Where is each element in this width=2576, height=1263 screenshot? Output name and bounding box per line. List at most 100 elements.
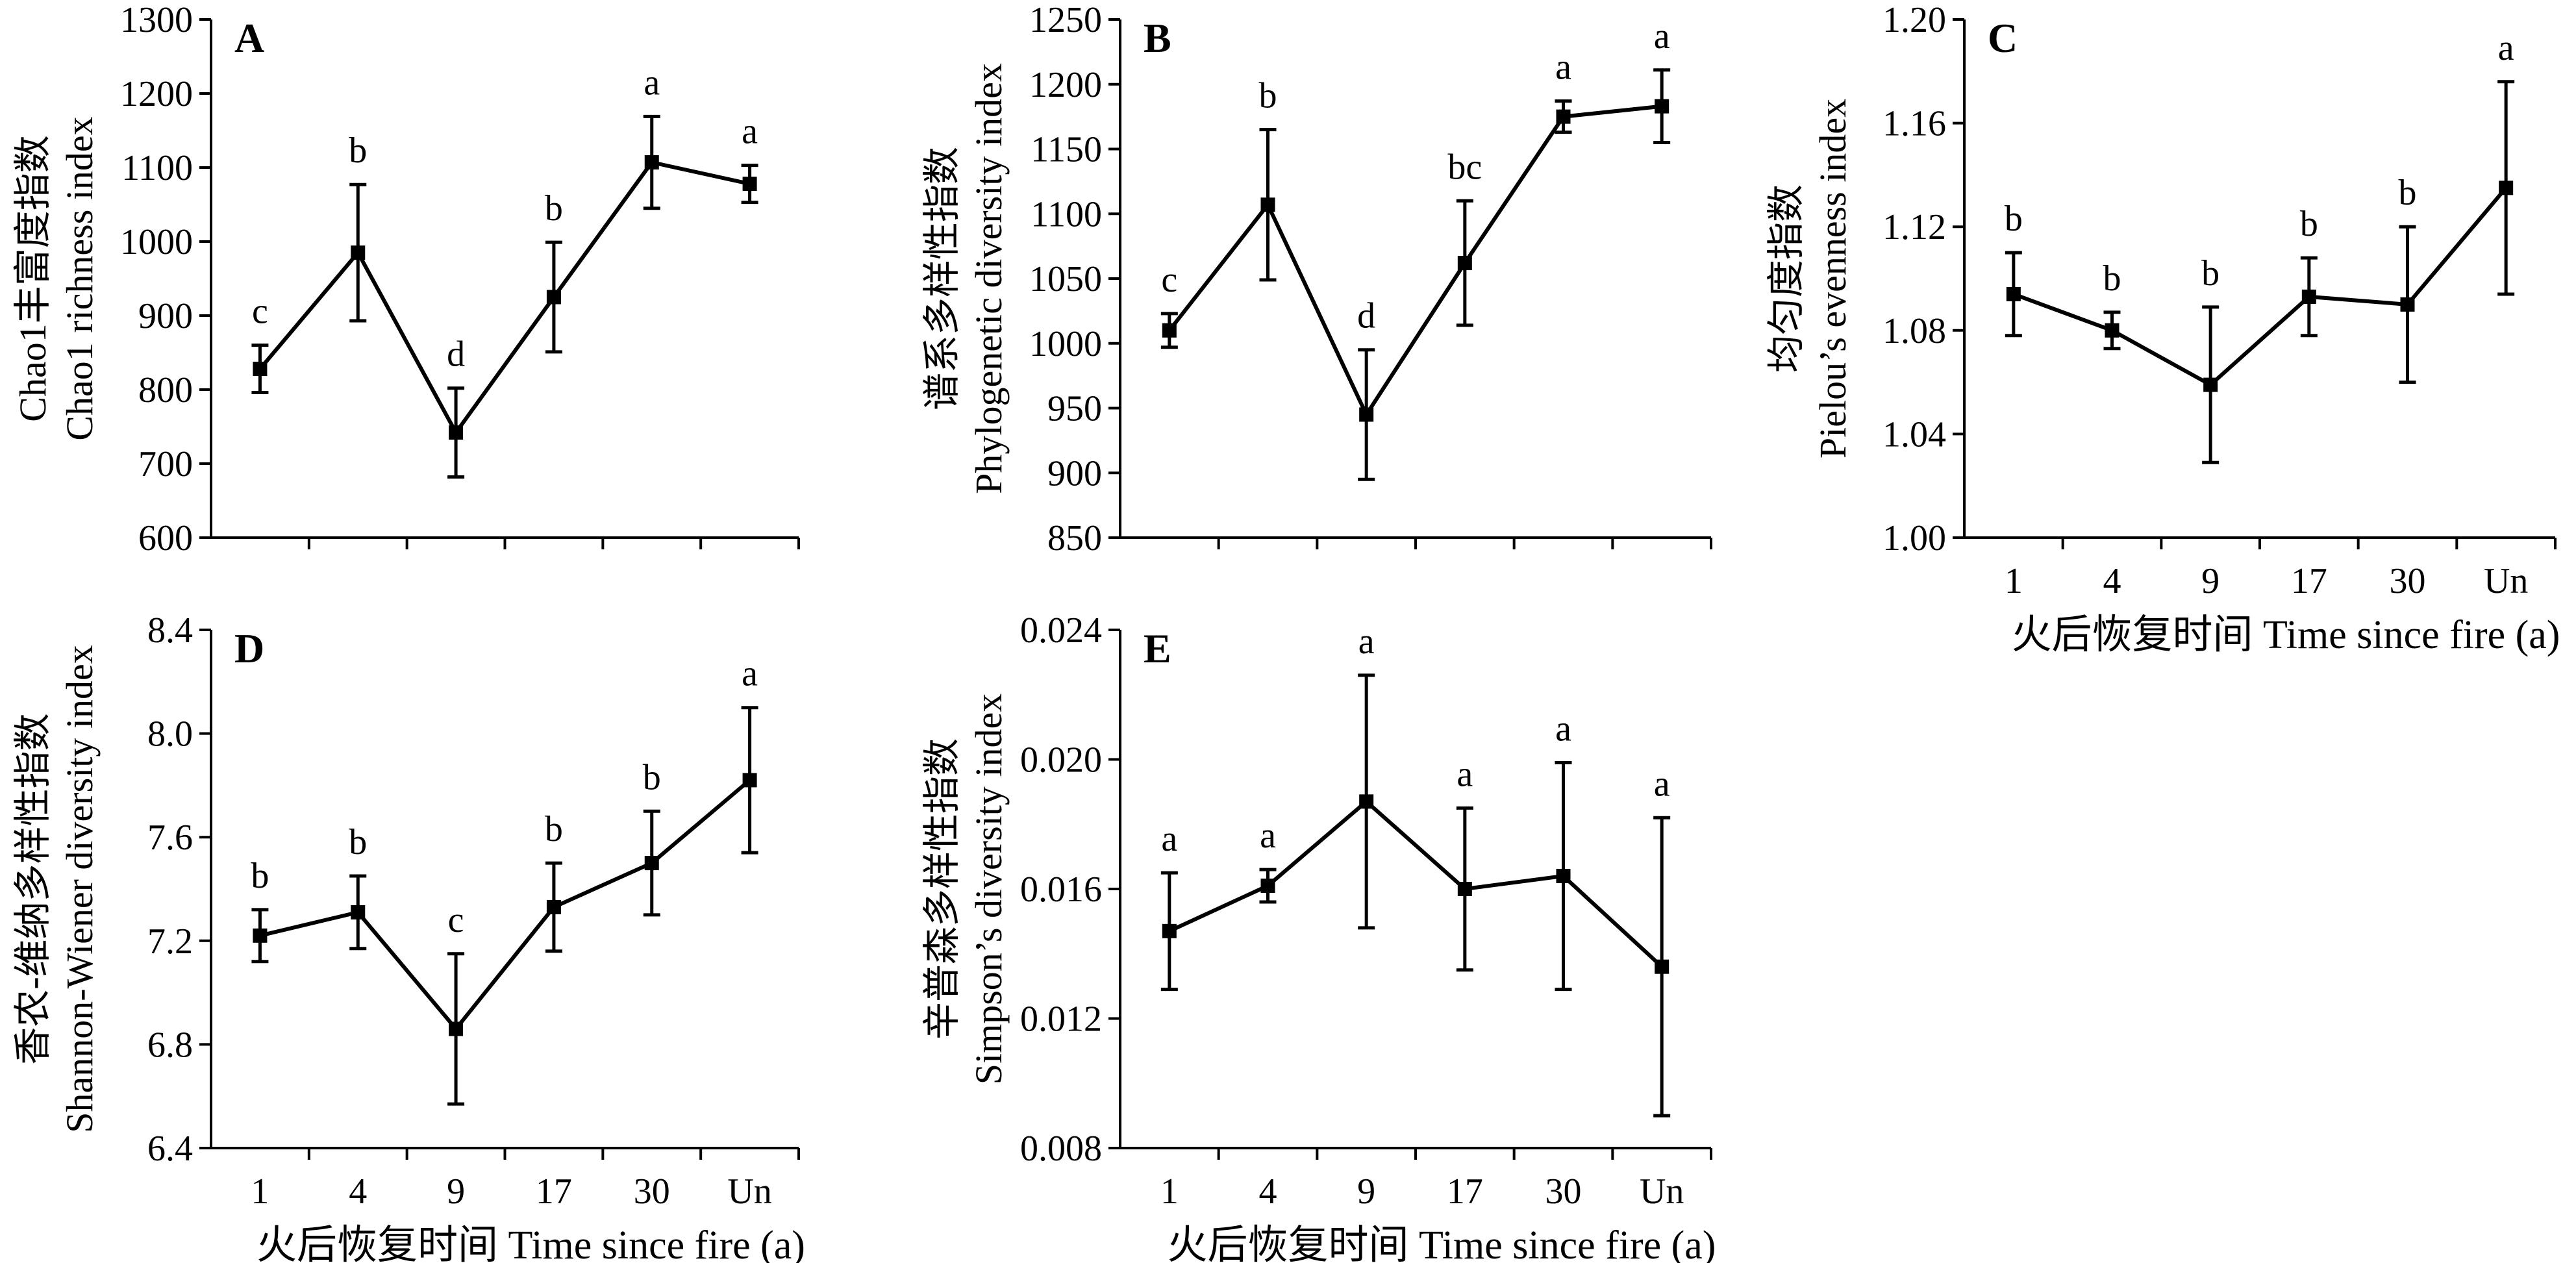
y-tick-label: 0.024 [1020,610,1102,651]
y-tick-label: 8.0 [147,714,193,755]
significance-letter: a [1260,816,1276,856]
data-point [253,928,268,943]
data-point [2400,297,2415,312]
significance-letter: b [545,188,563,229]
significance-letter: c [1161,260,1177,300]
significance-letter: c [252,292,268,332]
y-tick-label: 700 [138,444,193,484]
x-tick-label: 9 [447,1171,465,1212]
y-tick-label: 1300 [120,0,193,40]
y-axis-label: Chao1 richness index [58,116,101,440]
data-point [253,362,268,377]
panel-a: 600 700 800 900 1000 1100 1200 1300 A Chao1丰富度指数 C… [12,0,800,558]
y-tick-label: 1000 [1029,324,1102,364]
x-tick-label: 9 [1357,1171,1375,1212]
y-axis-label: Shannon-Wiener diversity index [58,645,101,1132]
y-tick-label: 600 [138,518,193,558]
y-axis-label: 香农-维纳多样性指数 [12,713,54,1064]
significance-letter: b [349,822,367,862]
y-axis-label: Chao1丰富度指数 [12,135,54,421]
x-tick-label: 9 [2201,561,2220,601]
significance-letter: a [1358,621,1375,662]
y-axis-label: Phylogenetic diversity index [968,63,1010,494]
data-point [1260,879,1275,894]
data-point [546,290,561,305]
significance-letter: d [1357,296,1375,336]
x-tick-label: 17 [1447,1171,1483,1212]
x-axis-title: 火后恢复时间 Time since fire (a) [256,1223,805,1263]
significance-letter: a [742,112,758,152]
series-line [1168,799,1664,968]
significance-letter: d [447,334,465,375]
series-line [258,160,751,436]
y-tick-label: 7.2 [147,921,193,962]
significance-letter: a [1457,754,1473,794]
x-tick-label: 1 [2005,561,2023,601]
x-tick-label: Un [2484,561,2528,601]
panel-letter: C [1988,15,2018,61]
data-point [2006,286,2021,301]
x-tick-label: 30 [1545,1171,1582,1212]
data-point [2499,181,2514,195]
x-tick-label: 17 [536,1171,572,1212]
significance-letter: a [644,62,660,103]
data-point [1162,323,1177,338]
y-tick-label: 1.04 [1882,414,1946,455]
significance-letter: b [2103,258,2121,299]
significance-letter: a [1555,47,1571,88]
x-tick-label: 17 [2291,561,2327,601]
data-point [1457,256,1472,271]
y-tick-label: 6.8 [147,1025,193,1065]
significance-letter: b [2201,253,2220,294]
data-point [644,856,659,871]
y-axis-label: 均匀度指数 [1765,184,1807,373]
x-tick-label: 4 [2103,561,2121,601]
x-axis-title: 火后恢复时间 Time since fire (a) [2012,613,2560,657]
data-point [2203,377,2218,392]
panel-d: 6.4 6.8 7.2 7.6 8.0 8.4 1 4 9 17 30 Un D 香农-维纳多样性指数 Sh… [12,610,805,1263]
y-axis-label: Pielou’s evenness index [1812,99,1854,458]
y-tick-label: 900 [1047,453,1102,494]
significance-letter: b [2399,173,2417,213]
significance-letter: a [2498,28,2514,68]
panel-b: 850 900 950 1000 1050 1100 1150 1200 1250 B 谱系多样性指… [921,0,1712,558]
data-point [2105,323,2120,338]
y-tick-label: 0.016 [1020,869,1102,910]
y-axis-label: Simpson’s diversity index [968,694,1010,1085]
y-tick-label: 1200 [1029,65,1102,105]
y-tick-label: 800 [138,370,193,410]
significance-letter: c [448,900,464,940]
y-tick-label: 1.00 [1882,518,1946,558]
x-tick-label: Un [1640,1171,1684,1212]
y-tick-label: 1.12 [1882,207,1946,247]
y-tick-label: 950 [1047,389,1102,429]
data-point [351,245,366,260]
y-tick-label: 850 [1047,518,1102,558]
y-tick-label: 1000 [120,222,193,262]
data-point [742,773,757,788]
significance-letter: a [1654,16,1670,56]
data-point [1556,109,1571,124]
significance-letter: bc [1447,147,1482,187]
panel-letter: E [1144,625,1171,671]
significance-letter: b [1259,76,1277,116]
y-tick-label: 1.08 [1882,311,1946,351]
y-tick-label: 1.16 [1882,104,1946,144]
data-point [742,177,757,192]
panel-letter: A [234,15,264,61]
data-point [1260,197,1275,212]
data-point [546,899,561,914]
series-line [2012,186,2508,388]
data-point [2301,289,2316,304]
data-point [1162,923,1177,938]
significance-letter: b [545,809,563,849]
y-tick-label: 8.4 [147,610,193,651]
x-tick-label: 1 [1160,1171,1179,1212]
y-tick-label: 0.012 [1020,999,1102,1040]
series-line [1168,104,1662,419]
x-tick-label: 30 [634,1171,670,1212]
significance-letter: a [1654,764,1670,804]
significance-letter: b [349,131,367,171]
data-point [1457,882,1472,896]
